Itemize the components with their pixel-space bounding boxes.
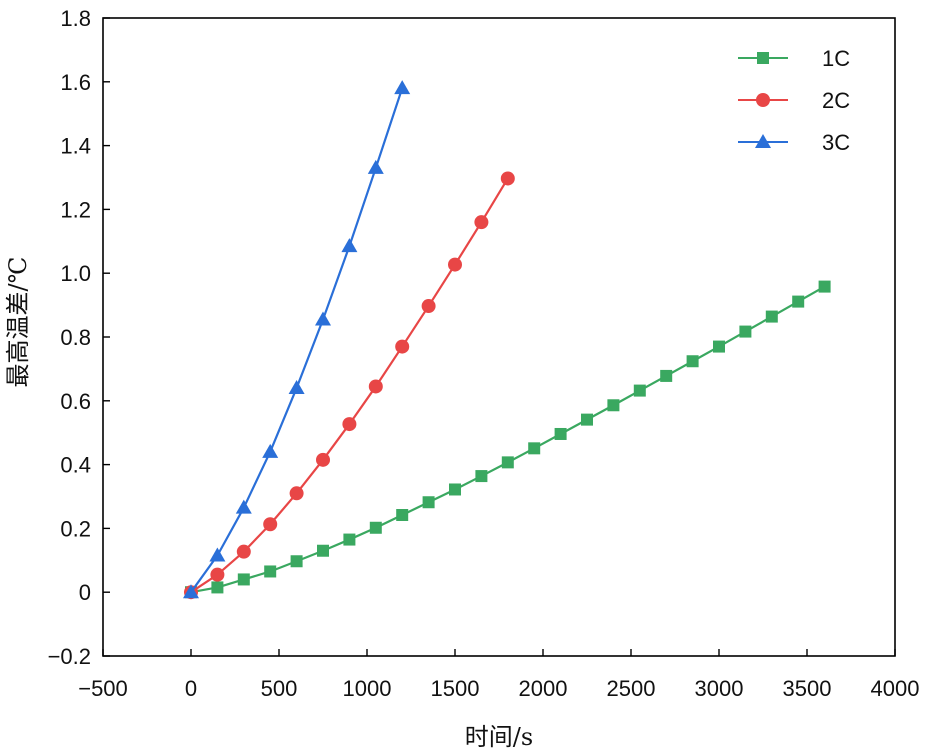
- point-1c: [713, 340, 725, 353]
- x-axis-ticks: −500 0 500 1000 1500 2000 2500 3000 3500 4000: [78, 649, 919, 701]
- legend: 1C 2C 3C: [738, 46, 850, 155]
- point-2c: [316, 452, 330, 467]
- point-1c: [396, 509, 409, 522]
- point-2c: [421, 299, 436, 314]
- point-1c: [528, 442, 541, 455]
- point-3c: [235, 499, 252, 514]
- point-3c: [288, 380, 305, 395]
- point-1c: [581, 413, 593, 426]
- y-tick-label: 1.0: [60, 261, 91, 286]
- point-1c: [264, 565, 277, 578]
- x-tick-label: 500: [261, 676, 298, 701]
- point-1c: [369, 521, 382, 534]
- series-line-3c: [190, 87, 404, 593]
- y-tick-label: 0.6: [60, 389, 91, 414]
- point-2c: [368, 379, 383, 394]
- point-3c: [315, 311, 331, 326]
- legend-label-3c: 3C: [822, 130, 850, 155]
- series-line-1c: [190, 285, 826, 594]
- point-1c: [449, 483, 461, 496]
- point-2c: [395, 339, 410, 354]
- x-axis-title: 时间/s: [465, 723, 533, 751]
- x-tick-label: 1500: [431, 676, 480, 701]
- legend-entry-1c: 1C: [738, 46, 850, 71]
- point-3c: [367, 159, 384, 174]
- point-2c: [342, 417, 357, 432]
- point-2c: [210, 567, 225, 582]
- x-tick-label: 3000: [695, 676, 744, 701]
- x-tick-label: 0: [185, 676, 197, 701]
- point-3c: [183, 584, 199, 599]
- point-3c: [394, 80, 411, 95]
- point-3c: [209, 547, 226, 562]
- point-1c: [686, 355, 699, 368]
- x-tick-label: 3500: [783, 676, 832, 701]
- y-tick-label: 1.4: [60, 134, 91, 159]
- point-1c: [765, 310, 778, 323]
- point-2c: [236, 544, 251, 559]
- y-tick-label: 1.8: [60, 6, 91, 31]
- y-axis-title: 最高温差/℃: [4, 257, 32, 388]
- point-1c: [317, 544, 329, 557]
- point-1c: [211, 581, 224, 594]
- point-1c: [818, 280, 831, 293]
- point-1c: [343, 533, 356, 546]
- point-2c: [474, 215, 489, 230]
- y-tick-label: 0.4: [60, 453, 91, 478]
- point-3c: [262, 443, 279, 458]
- y-tick-label: 0: [79, 580, 91, 605]
- legend-label-1c: 1C: [822, 46, 850, 71]
- point-1c: [475, 470, 488, 483]
- point-1c: [290, 555, 303, 568]
- legend-marker-2c: [756, 93, 770, 107]
- x-tick-label: −500: [78, 676, 128, 701]
- y-tick-label: −0.2: [48, 644, 91, 669]
- point-1c: [792, 295, 805, 308]
- y-tick-label: 1.2: [60, 197, 91, 222]
- x-tick-label: 4000: [871, 676, 920, 701]
- point-1c: [660, 369, 673, 382]
- legend-marker-1c: [757, 52, 769, 64]
- legend-label-2c: 2C: [822, 88, 850, 113]
- legend-entry-2c: 2C: [738, 88, 850, 113]
- y-tick-label: 1.6: [60, 70, 91, 95]
- x-tick-label: 2000: [519, 676, 568, 701]
- point-3c: [341, 238, 358, 253]
- legend-entry-3c: 3C: [738, 130, 850, 155]
- point-2c: [289, 486, 304, 501]
- point-1c: [633, 384, 646, 397]
- point-1c: [739, 325, 752, 338]
- x-tick-label: 1000: [343, 676, 392, 701]
- point-1c: [501, 456, 514, 469]
- y-tick-label: 0.8: [60, 325, 91, 350]
- point-1c: [554, 427, 567, 440]
- point-2c: [448, 257, 462, 272]
- y-axis-ticks: −0.2 0 0.2 0.4 0.6 0.8 1.0 1.2 1.4 1.6 1.8: [48, 6, 110, 669]
- point-2c: [500, 171, 515, 186]
- point-2c: [263, 517, 278, 532]
- series-layer: [183, 80, 831, 600]
- point-1c: [237, 573, 250, 586]
- y-tick-label: 0.2: [60, 516, 91, 541]
- x-tick-label: 2500: [607, 676, 656, 701]
- point-1c: [422, 496, 435, 509]
- legend-marker-3c: [755, 134, 771, 148]
- point-1c: [607, 399, 620, 412]
